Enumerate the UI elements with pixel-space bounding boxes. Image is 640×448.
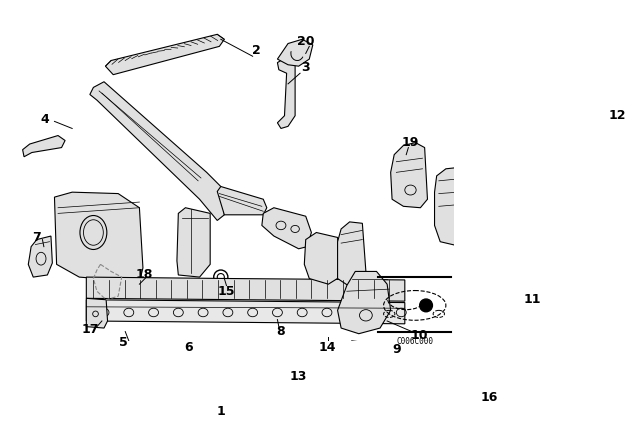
Text: 7: 7 bbox=[33, 231, 41, 244]
Text: 9: 9 bbox=[392, 343, 401, 356]
Text: 18: 18 bbox=[136, 268, 153, 281]
Polygon shape bbox=[177, 208, 210, 277]
Polygon shape bbox=[390, 142, 428, 208]
Text: 6: 6 bbox=[184, 341, 193, 354]
Polygon shape bbox=[538, 116, 621, 222]
Polygon shape bbox=[54, 192, 143, 282]
Polygon shape bbox=[435, 165, 491, 247]
Text: 14: 14 bbox=[318, 341, 336, 354]
Polygon shape bbox=[277, 39, 313, 66]
Polygon shape bbox=[86, 300, 405, 324]
Text: 20: 20 bbox=[297, 35, 314, 48]
Polygon shape bbox=[337, 222, 366, 285]
Circle shape bbox=[420, 299, 433, 312]
Polygon shape bbox=[504, 197, 538, 289]
Circle shape bbox=[217, 274, 225, 280]
Text: 16: 16 bbox=[481, 391, 499, 404]
Text: 19: 19 bbox=[402, 136, 419, 149]
Text: 11: 11 bbox=[524, 293, 541, 306]
Text: C006C000: C006C000 bbox=[396, 336, 433, 345]
Text: 1: 1 bbox=[216, 405, 225, 418]
Text: 8: 8 bbox=[276, 325, 285, 338]
Text: 2: 2 bbox=[252, 44, 260, 57]
Polygon shape bbox=[22, 136, 65, 157]
Polygon shape bbox=[86, 277, 405, 301]
Text: 3: 3 bbox=[301, 61, 310, 74]
Text: 17: 17 bbox=[81, 323, 99, 336]
Polygon shape bbox=[304, 233, 340, 284]
Polygon shape bbox=[86, 298, 108, 328]
Polygon shape bbox=[28, 236, 52, 277]
Polygon shape bbox=[90, 82, 225, 220]
Text: 15: 15 bbox=[218, 285, 236, 298]
Text: 10: 10 bbox=[410, 329, 428, 342]
Polygon shape bbox=[217, 186, 267, 215]
Polygon shape bbox=[262, 208, 312, 249]
Polygon shape bbox=[277, 59, 295, 129]
Polygon shape bbox=[337, 271, 390, 334]
Text: 5: 5 bbox=[119, 336, 127, 349]
Polygon shape bbox=[106, 34, 225, 75]
Text: 12: 12 bbox=[609, 109, 626, 122]
Text: 13: 13 bbox=[290, 370, 307, 383]
Text: 4: 4 bbox=[41, 113, 50, 126]
